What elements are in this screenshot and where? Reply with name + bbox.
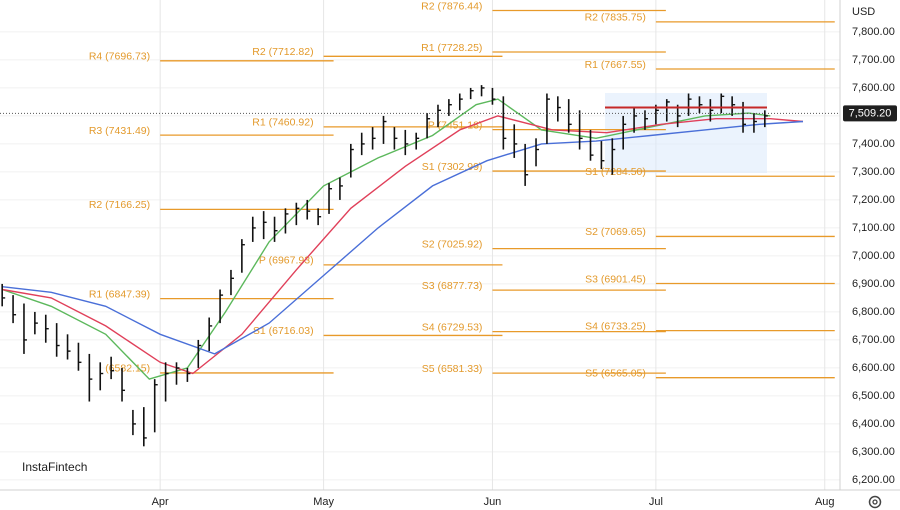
- y-tick-label: 7,600.00: [852, 82, 895, 94]
- y-tick-label: 6,700.00: [852, 334, 895, 346]
- y-tick-label: 7,700.00: [852, 54, 895, 66]
- gear[interactable]: [868, 495, 882, 509]
- brand: InstaFintech: [22, 460, 87, 474]
- pivot-label: S4 (6733.25): [585, 320, 646, 332]
- y-tick-label: 6,900.00: [852, 278, 895, 290]
- pivot-label: S3 (6901.45): [585, 273, 646, 285]
- pivot-label: S2 (7025.92): [422, 238, 483, 250]
- pivot-label: R1 (7667.55): [585, 59, 646, 71]
- y-tick-label: 7,000.00: [852, 250, 895, 262]
- x-tick-label: Jul: [649, 496, 663, 508]
- pivot-label: (6582.15): [105, 363, 150, 375]
- x-tick-label: May: [313, 496, 334, 508]
- pivot-label: R2 (7712.82): [252, 46, 313, 58]
- pivot-label: R2 (7166.25): [89, 199, 150, 211]
- y-tick-label: 7,400.00: [852, 138, 895, 150]
- y-tick-label: 7,300.00: [852, 166, 895, 178]
- last-price-box: [843, 105, 897, 122]
- pivot-label: S1 (7284.50): [585, 166, 646, 178]
- last-price-label: 7,509.20: [849, 107, 892, 119]
- pivot-label: S5 (6565.05): [585, 367, 646, 379]
- y-tick-label: 6,200.00: [852, 474, 895, 486]
- pivot-label: S4 (6729.53): [422, 321, 483, 333]
- pivot-label: S1 (6716.03): [253, 325, 314, 337]
- pivot-label: S2 (7069.65): [585, 226, 646, 238]
- y-tick-label: 7,100.00: [852, 222, 895, 234]
- marks: [0, 85, 840, 447]
- x-tick-label: Jun: [484, 496, 502, 508]
- y-tick-label: 6,600.00: [852, 362, 895, 374]
- pivot-label: P (7451.18): [428, 119, 483, 131]
- pivot-label: R4 (7696.73): [89, 51, 150, 63]
- x-tick-label: Aug: [815, 496, 835, 508]
- x-tick-label: Apr: [152, 496, 169, 508]
- gear-center[interactable]: [872, 499, 878, 505]
- pivot-label: R3 (7431.49): [89, 125, 150, 137]
- settings-icon[interactable]: [868, 495, 882, 509]
- y-tick-label: 7,800.00: [852, 26, 895, 38]
- moving-average: [2, 115, 804, 375]
- pivot-label: R1 (7728.25): [421, 42, 482, 54]
- pivot-levels: R4 (7696.73) R3 (7431.49) R2 (7166.25) R1 (…: [89, 0, 835, 379]
- pivot-label: P (6967.93): [259, 255, 314, 267]
- pivot-label: R1 (7460.92): [252, 117, 313, 129]
- pivot-label: S3 (6877.73): [422, 280, 483, 292]
- volume-profile-box: [605, 93, 767, 173]
- currency: USD: [852, 6, 875, 18]
- y-tick-label: 6,800.00: [852, 306, 895, 318]
- y-tick-label: 7,200.00: [852, 194, 895, 206]
- pivot-label: R2 (7835.75): [585, 12, 646, 24]
- y-tick-label: 6,400.00: [852, 418, 895, 430]
- y-tick-label: 6,500.00: [852, 390, 895, 402]
- moving-average: [2, 120, 804, 355]
- pivot-label: R1 (6847.39): [89, 288, 150, 300]
- pivot-label: R2 (7876.44): [421, 0, 482, 12]
- axes: 6,200.00 6,300.00 6,400.00 6,500.00 6,600.00…: [152, 26, 897, 508]
- pivot-label: S5 (6581.33): [422, 363, 483, 375]
- y-tick-label: 6,300.00: [852, 446, 895, 458]
